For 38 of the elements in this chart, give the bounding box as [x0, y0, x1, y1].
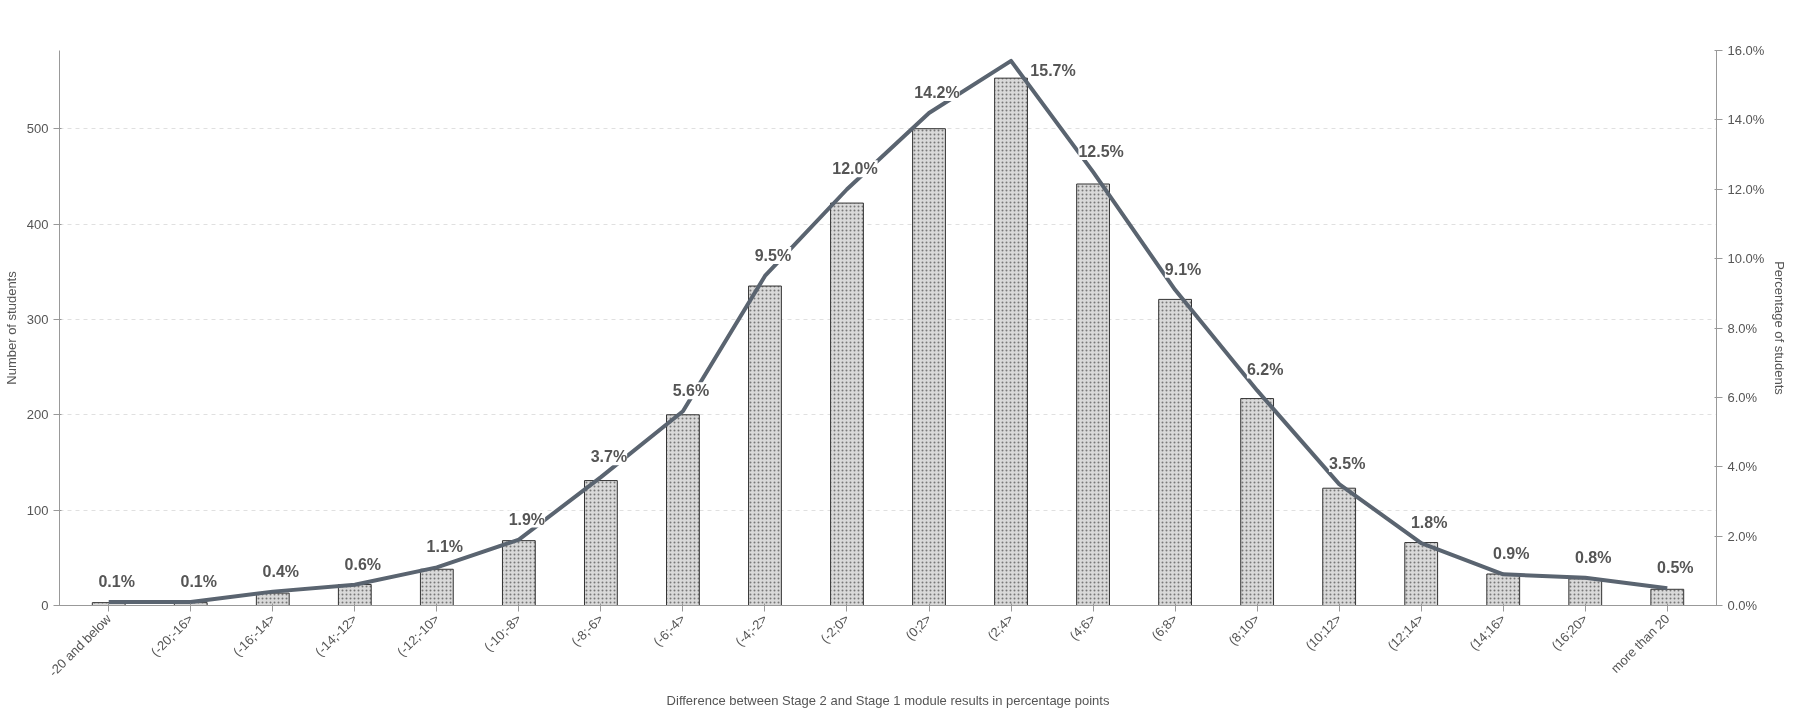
y-tick-label: 300	[26, 311, 49, 327]
y2-tick-label: 4.0%	[1727, 459, 1758, 475]
data-label: 1.8%	[1410, 514, 1448, 532]
data-label: 5.6%	[672, 382, 710, 400]
data-label: 0.6%	[344, 555, 382, 573]
y-tick-label: 200	[26, 407, 49, 423]
data-label: 0.1%	[180, 573, 217, 591]
y-axis-title: Number of students	[3, 270, 19, 385]
data-label: 9.1%	[1164, 260, 1202, 278]
data-label: 0.9%	[1492, 545, 1530, 563]
data-label: 12.0%	[832, 160, 878, 178]
data-label: 1.9%	[508, 510, 546, 528]
data-label: 0.8%	[1575, 548, 1612, 566]
y2-tick-label: 12.0%	[1727, 181, 1765, 197]
y2-tick-label: 0.0%	[1727, 598, 1758, 613]
data-label: 6.2%	[1246, 361, 1284, 379]
data-label: 1.1%	[426, 538, 464, 556]
data-label: 0.4%	[262, 562, 300, 580]
y2-tick-label: 6.0%	[1727, 389, 1758, 405]
y2-axis-title: Percentage of students	[1772, 261, 1788, 396]
data-label: 0.5%	[1657, 559, 1694, 577]
y2-tick-label: 16.0%	[1727, 43, 1765, 58]
data-label: 0.1%	[98, 573, 135, 591]
data-label: 12.5%	[1078, 142, 1124, 160]
y-tick-label: 0	[41, 598, 49, 613]
x-axis-title: Difference between Stage 2 and Stage 1 module results in percentage points	[666, 692, 1110, 708]
y2-tick-label: 10.0%	[1727, 251, 1765, 267]
data-label: 3.5%	[1328, 455, 1366, 473]
y2-tick-label: 2.0%	[1727, 528, 1758, 544]
y-tick-label: 400	[26, 216, 49, 232]
y2-tick-label: 14.0%	[1727, 112, 1765, 128]
data-label: 3.7%	[590, 448, 628, 466]
data-label: 14.2%	[914, 83, 960, 101]
y-tick-label: 100	[26, 502, 49, 518]
data-label: 9.5%	[754, 246, 792, 264]
y2-tick-label: 8.0%	[1727, 320, 1758, 336]
y-tick-label: 500	[26, 121, 49, 137]
data-label: 15.7%	[1030, 61, 1076, 79]
